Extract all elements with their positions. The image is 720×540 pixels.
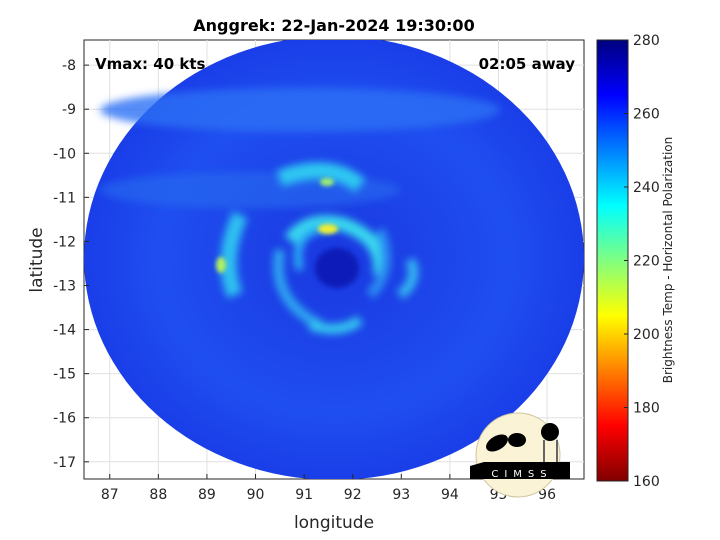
y-tick-label: -13 xyxy=(53,279,76,295)
x-tick-label: 90 xyxy=(247,487,265,503)
colorbar-tick-label: 180 xyxy=(633,401,660,417)
y-tick-label: -10 xyxy=(53,146,76,162)
y-tick-label: -16 xyxy=(53,411,76,427)
y-tick-label: -14 xyxy=(53,323,76,339)
time-offset-annotation: 02:05 away xyxy=(479,55,576,73)
x-tick-label: 92 xyxy=(344,487,362,503)
colorbar-tick-label: 200 xyxy=(633,327,660,343)
cimss-logo: CIMSS xyxy=(470,412,570,498)
colorbar-tick-label: 240 xyxy=(633,180,660,196)
x-tick-label: 93 xyxy=(392,487,410,503)
hot-spot xyxy=(318,224,338,234)
colorbar-tick-label: 220 xyxy=(633,254,660,270)
x-tick-label: 88 xyxy=(149,487,167,503)
y-tick-label: -9 xyxy=(62,102,76,118)
x-tick-label: 91 xyxy=(295,487,313,503)
x-tick-label: 89 xyxy=(198,487,216,503)
y-axis-label: latitude xyxy=(27,227,47,292)
colorbar xyxy=(596,39,629,482)
x-tick-label: 94 xyxy=(441,487,459,503)
y-axis: -8 -9 -10 -11 -12 -13 -14 -15 -16 -17 xyxy=(53,58,89,471)
y-tick-label: -8 xyxy=(62,58,76,74)
colorbar-tick-label: 160 xyxy=(633,474,660,490)
x-tick-label: 96 xyxy=(538,487,556,503)
x-axis-label: longitude xyxy=(294,513,374,533)
y-tick-label: -11 xyxy=(53,190,76,206)
satellite-swath xyxy=(84,40,584,479)
colorbar-label: Brightness Temp - Horizontal Polarizatio… xyxy=(661,137,675,384)
logo-text: CIMSS xyxy=(491,469,552,480)
colorbar-tick-label: 260 xyxy=(633,107,660,123)
vmax-annotation: Vmax: 40 kts xyxy=(95,55,205,73)
y-tick-label: -17 xyxy=(53,455,76,471)
storm-eye xyxy=(315,248,359,288)
y-tick-label: -12 xyxy=(53,234,76,250)
x-tick-label: 87 xyxy=(101,487,119,503)
colorbar-ticks: 160 180 200 220 240 260 280 xyxy=(624,33,660,490)
colorbar-tick-label: 280 xyxy=(633,33,660,49)
y-tick-label: -15 xyxy=(53,367,76,383)
chart-title: Anggrek: 22-Jan-2024 19:30:00 xyxy=(193,16,474,35)
